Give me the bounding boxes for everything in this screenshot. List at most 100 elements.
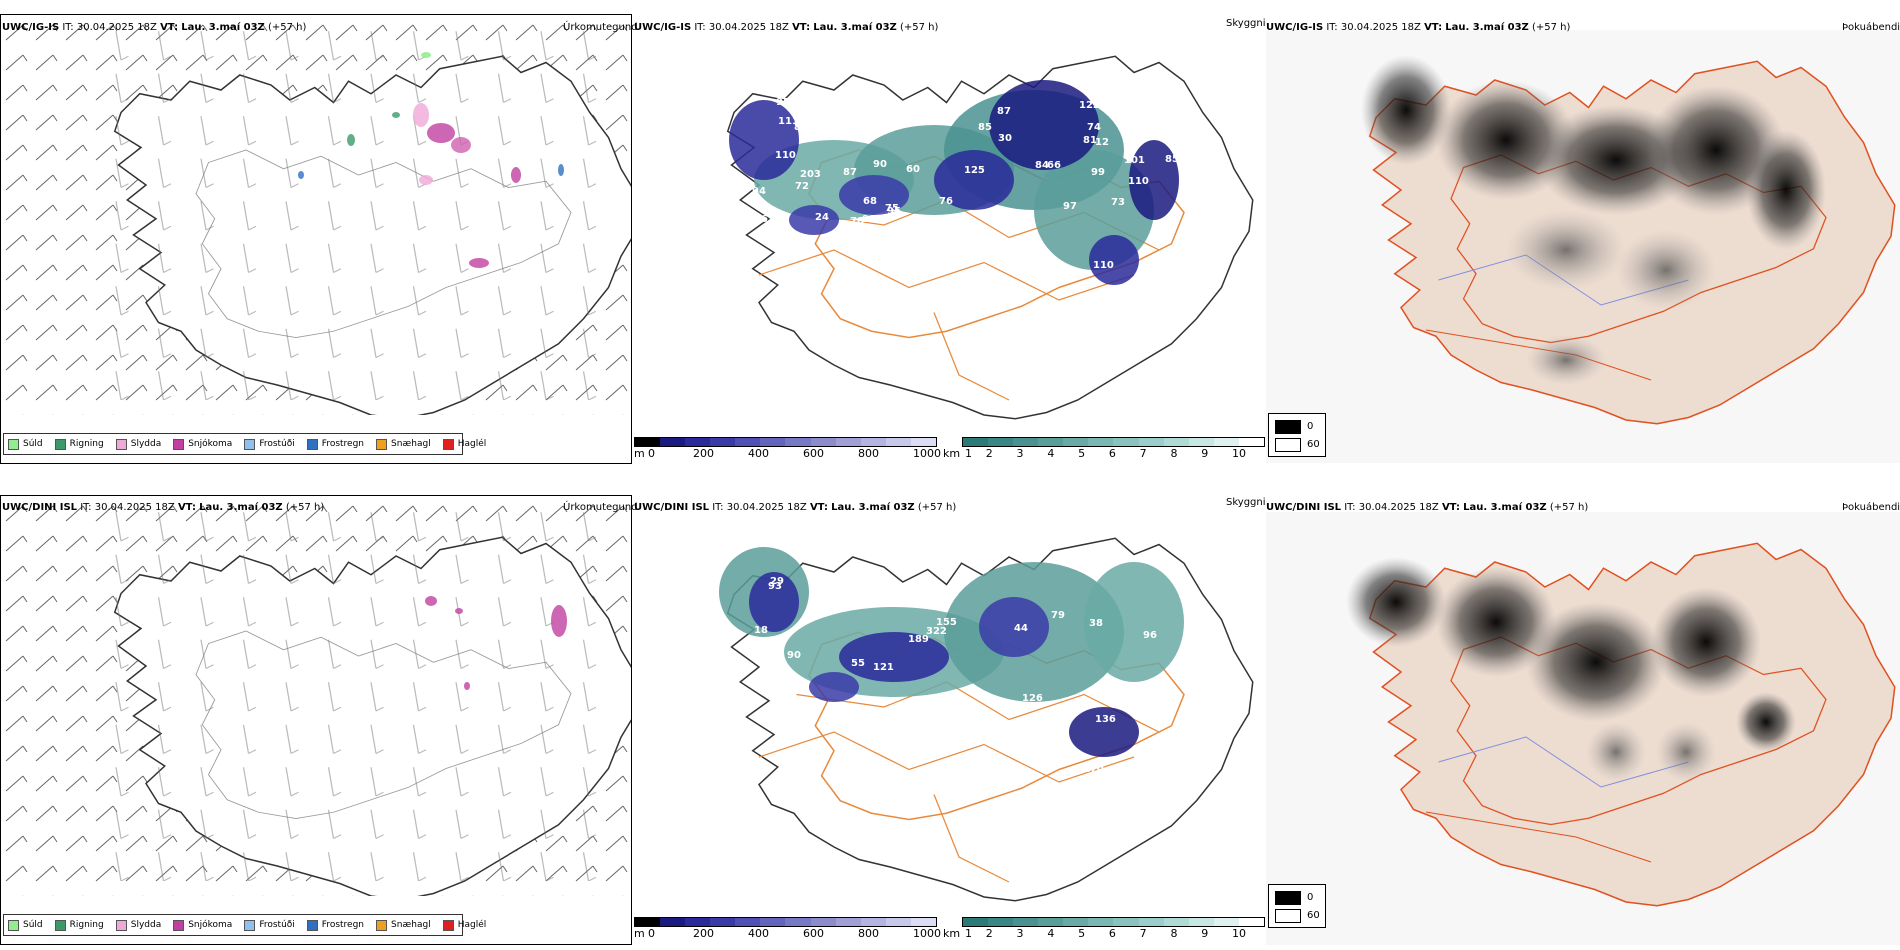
cloud-title-row2: Skyggni bbox=[1226, 497, 1266, 508]
cloud-base-label: 78 bbox=[850, 216, 864, 227]
precip-legend-swatch bbox=[173, 919, 185, 931]
cloud-base-label: 66 bbox=[1047, 160, 1061, 171]
cloud-base-label: 189 bbox=[908, 634, 929, 645]
precip-legend-item-3: Snjókoma bbox=[173, 919, 232, 931]
precip-legend-swatch bbox=[115, 438, 127, 450]
precip-title-row2: Úrkomutegund bbox=[563, 502, 638, 513]
fog-legend-label-0: 0 bbox=[1307, 421, 1314, 432]
cloud-base-label: 73 bbox=[1111, 197, 1125, 208]
colorbar-segment bbox=[1188, 438, 1214, 446]
fog-legend-swatch-white bbox=[1275, 438, 1301, 452]
precip-legend-item-6: Snæhagl bbox=[376, 438, 431, 450]
cloud-base-label: 18 bbox=[754, 625, 768, 636]
cloud-panel-row1: 24 87 122 73 83 78 87 101 94 90 76 110 111 60 66 81 95 12… bbox=[634, 30, 1264, 420]
colorbar-segment bbox=[1138, 438, 1164, 446]
cloud-base-label: 79 bbox=[1051, 610, 1065, 621]
cloud-base-label: 76 bbox=[939, 196, 953, 207]
cloud-base-label: 85 bbox=[1165, 154, 1179, 165]
colorbar-tick-label: 1 bbox=[965, 927, 972, 940]
cloud-base-label: 155 bbox=[936, 617, 957, 628]
colorbar-tick-label: 6 bbox=[1108, 447, 1116, 460]
cloud-base-label: 203 bbox=[800, 169, 821, 180]
precip-legend-item-6: Snæhagl bbox=[376, 919, 431, 931]
cloud-base-label: 87 bbox=[843, 167, 857, 178]
ceiling-colorbar-row1 bbox=[634, 437, 937, 447]
colorbar-tick-label: 800 bbox=[858, 927, 879, 940]
colorbar-tick-label: 2 bbox=[985, 927, 993, 940]
colorbar-segment bbox=[988, 438, 1014, 446]
colorbar-tick-label: 3 bbox=[1016, 927, 1024, 940]
colorbar-tick-label: 7 bbox=[1139, 927, 1147, 940]
precip-panel-row2: Súld Rigning Slydda Snjókoma Frostúði Frostre… bbox=[0, 495, 632, 945]
colorbar-segment bbox=[885, 438, 911, 446]
cloud-base-label: 122 bbox=[1079, 100, 1100, 111]
cloud-base-label: 112 bbox=[1116, 686, 1137, 697]
colorbar-tick-label: 8 bbox=[1170, 927, 1178, 940]
colorbar-segment bbox=[1063, 438, 1089, 446]
colorbar-segment bbox=[1013, 918, 1039, 926]
colorbar-segment bbox=[1163, 438, 1189, 446]
fog-legend-row1: 0 60 bbox=[1268, 413, 1326, 457]
cloud-panel-row2: 29 322 38 112 90 55 50 96 130 189 44 170 93 121 126 92 9… bbox=[634, 512, 1264, 902]
colorbar-tick-label: 5 bbox=[1078, 927, 1086, 940]
visibility-colorbar-row2 bbox=[962, 917, 1265, 927]
precip-legend-swatch bbox=[8, 919, 19, 931]
cloud-base-label: 81 bbox=[1083, 135, 1097, 146]
colorbar-segment bbox=[710, 918, 736, 926]
fog-panel-row1: 0 60 bbox=[1266, 30, 1900, 463]
precip-legend-label: Rigning bbox=[69, 920, 104, 930]
colorbar-segment bbox=[685, 438, 711, 446]
cloud-base-label: 30 bbox=[998, 133, 1012, 144]
colorbar-segment bbox=[1213, 438, 1239, 446]
cloud-base-label: 94 bbox=[752, 186, 766, 197]
colorbar-segment bbox=[760, 438, 786, 446]
precip-legend-label: Slydda bbox=[130, 439, 162, 449]
colorbar-tick-label: 5 bbox=[1078, 447, 1086, 460]
precip-legend-item-0: Súld bbox=[8, 438, 43, 450]
precip-legend-item-2: Slydda bbox=[115, 919, 161, 931]
colorbar-tick-label: 400 bbox=[748, 927, 769, 940]
visibility-colorbar-row1 bbox=[962, 437, 1265, 447]
cloud-base-label: 95 bbox=[776, 97, 790, 108]
fog-legend-label-0: 0 bbox=[1307, 892, 1314, 903]
cloud-base-label: 50 bbox=[943, 585, 957, 596]
precip-legend-swatch bbox=[54, 438, 66, 450]
colorbar-segment bbox=[735, 438, 761, 446]
precip-legend-row2: Súld Rigning Slydda Snjókoma Frostúði Frostre… bbox=[3, 914, 486, 936]
cloud-base-label: 170 bbox=[1083, 764, 1104, 775]
colorbar-tick-label: 400 bbox=[748, 447, 769, 460]
precip-legend-row1: Súld Rigning Slydda Snjókoma Frostúði Frostre… bbox=[3, 433, 486, 455]
precip-legend-item-5: Frostregn bbox=[306, 919, 365, 931]
precip-legend-item-3: Snjókoma bbox=[173, 438, 232, 450]
cloud-header-row1: UWC/IG-IS IT: 30.04.2025 18Z VT: Lau. 3.… bbox=[634, 22, 939, 33]
precip-legend-swatch bbox=[173, 438, 185, 450]
fog-legend-swatch-black bbox=[1275, 420, 1301, 434]
cloud-labels-row1: 24 87 122 73 83 78 87 101 94 90 76 110 111 60 66 81 95 12… bbox=[747, 97, 1183, 271]
precip-legend-swatch bbox=[54, 919, 66, 931]
precip-legend-label: Haglél bbox=[457, 439, 487, 449]
cloud-base-label: 38 bbox=[1089, 618, 1103, 629]
colorbar-tick-label: 0 bbox=[648, 927, 655, 940]
cloud-base-label: 125 bbox=[964, 165, 985, 176]
colorbar-segment bbox=[1188, 918, 1214, 926]
fog-header-row2: UWC/DINI ISL IT: 30.04.2025 18Z VT: Lau.… bbox=[1266, 502, 1589, 513]
fog-panel-row2: 0 60 bbox=[1266, 512, 1900, 945]
cloud-base-label: 55 bbox=[851, 658, 865, 669]
colorbar-tick-label: 10 bbox=[1232, 927, 1246, 940]
cloud-base-label: 99 bbox=[1091, 167, 1105, 178]
precip-legend-label: Frostregn bbox=[321, 920, 365, 930]
precip-legend-item-0: Súld bbox=[8, 919, 43, 931]
fog-legend-label-60: 60 bbox=[1307, 910, 1320, 921]
cloud-base-label: 101 bbox=[1124, 155, 1145, 166]
precip-legend-swatch bbox=[244, 438, 256, 450]
cloud-header-row2: UWC/DINI ISL IT: 30.04.2025 18Z VT: Lau.… bbox=[634, 502, 957, 513]
cloud-base-label: 68 bbox=[863, 196, 877, 207]
precip-legend-swatch bbox=[306, 919, 318, 931]
cloud-base-label: 95 bbox=[887, 206, 901, 217]
fog-header-row1: UWC/IG-IS IT: 30.04.2025 18Z VT: Lau. 3.… bbox=[1266, 22, 1571, 33]
colorbar-tick-label: 8 bbox=[1170, 447, 1178, 460]
cloud-base-label: 100 bbox=[1162, 256, 1183, 267]
colorbar-tick-label: 4 bbox=[1047, 927, 1055, 940]
colorbar-segment bbox=[963, 438, 989, 446]
colorbar-tick-label: 9 bbox=[1201, 447, 1209, 460]
